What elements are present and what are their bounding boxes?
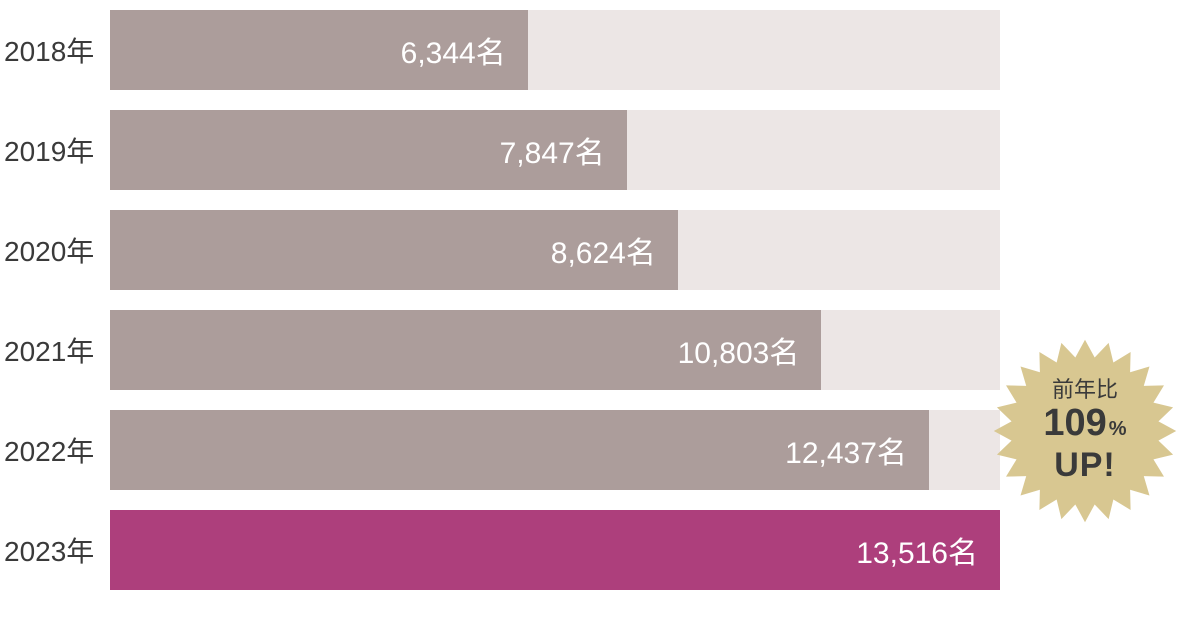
badge-percent: %: [1109, 418, 1127, 440]
bar: 6,344名: [110, 10, 528, 90]
bar-row: 2019年 7,847名: [0, 110, 1200, 190]
badge-line1: 前年比: [1043, 377, 1126, 402]
year-label: 2021年: [0, 330, 110, 370]
bar-value-label: 7,847名: [500, 128, 605, 172]
bar-track: 8,624名: [110, 210, 1000, 290]
bar-track: 12,437名: [110, 410, 1000, 490]
badge-text: 前年比 109% UP!: [1043, 377, 1126, 485]
bar: 10,803名: [110, 310, 821, 390]
bar-track: 13,516名: [110, 510, 1000, 590]
bar: 7,847名: [110, 110, 627, 190]
year-label: 2022年: [0, 430, 110, 470]
bar: 8,624名: [110, 210, 678, 290]
bar-value-label: 6,344名: [401, 28, 506, 72]
bar-row: 2020年 8,624名: [0, 210, 1200, 290]
year-label: 2020年: [0, 230, 110, 270]
bar-value-label: 10,803名: [678, 328, 800, 372]
bar-value-label: 13,516名: [856, 528, 978, 572]
year-label: 2018年: [0, 30, 110, 70]
badge-line2: 109%: [1043, 402, 1126, 446]
yoy-up-badge: 前年比 109% UP!: [990, 336, 1180, 526]
bar-track: 10,803名: [110, 310, 1000, 390]
bar-value-label: 12,437名: [785, 428, 907, 472]
bar-highlight: 13,516名: [110, 510, 1000, 590]
bar-track: 7,847名: [110, 110, 1000, 190]
badge-line3: UP!: [1043, 446, 1126, 485]
year-label: 2019年: [0, 130, 110, 170]
bar-track: 6,344名: [110, 10, 1000, 90]
badge-big-number: 109: [1043, 402, 1106, 444]
year-label: 2023年: [0, 530, 110, 570]
bar: 12,437名: [110, 410, 929, 490]
bar-value-label: 8,624名: [551, 228, 656, 272]
bar-row: 2018年 6,344名: [0, 10, 1200, 90]
